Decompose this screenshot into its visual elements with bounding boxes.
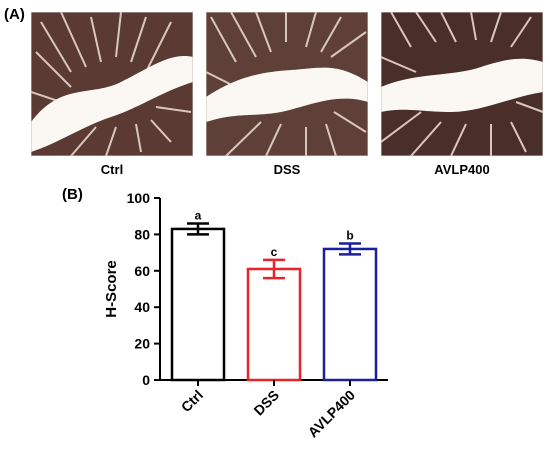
y-tick-label: 0 [142,372,150,388]
micrograph-caption-avlp400: AVLP400 [434,162,490,177]
micrograph-avlp400 [381,12,543,156]
micrograph-ctrl [31,12,193,156]
y-axis-label: H-Score [103,260,120,318]
y-tick-label: 100 [127,190,151,206]
micrograph-ctrl-image [31,12,193,156]
y-tick-label: 40 [134,299,150,315]
panel-b-label: (B) [62,186,83,203]
y-tick-label: 20 [134,336,150,352]
bar-ctrl [170,227,226,382]
significance-label-avlp400: b [346,229,353,243]
y-tick-label: 80 [134,226,150,242]
micrograph-dss [206,12,368,156]
bar-dss [246,267,302,382]
y-tick-label: 60 [134,263,150,279]
x-tick-label-dss: DSS [250,387,282,419]
lumen-region [206,67,368,122]
micrograph-caption-dss: DSS [273,162,301,177]
x-tick-label-ctrl: Ctrl [178,387,206,415]
significance-label-ctrl: a [195,208,202,222]
micrograph-caption-ctrl: Ctrl [100,162,124,177]
micrograph-avlp400-image [381,12,543,156]
bar-avlp400 [322,247,378,382]
significance-label-dss: c [271,245,278,259]
lumen-region [31,56,193,152]
panel-a-label: (A) [4,6,25,23]
micrograph-dss-image [206,12,368,156]
lumen-region [381,58,543,112]
h-score-bar-chart: 0 20 40 60 80 100 H-Score a Ctrl c DSS b AVLP400 [103,190,388,441]
x-tick-label-avlp400: AVLP400 [305,387,359,441]
